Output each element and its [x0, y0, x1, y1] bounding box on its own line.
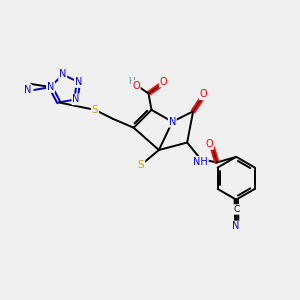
Text: N: N: [169, 117, 176, 127]
Text: NH: NH: [193, 157, 208, 167]
Text: O: O: [132, 81, 140, 91]
Text: C: C: [233, 205, 239, 214]
Text: H: H: [128, 77, 135, 86]
Text: O: O: [200, 89, 207, 99]
Text: N: N: [232, 221, 240, 231]
Text: N: N: [75, 77, 82, 87]
Text: N: N: [59, 69, 66, 80]
Text: O: O: [160, 76, 167, 87]
Text: S: S: [138, 160, 144, 170]
Text: N: N: [47, 82, 54, 92]
Text: N: N: [72, 94, 80, 104]
Text: S: S: [92, 105, 98, 115]
Text: N: N: [24, 85, 32, 95]
Text: O: O: [206, 139, 213, 149]
